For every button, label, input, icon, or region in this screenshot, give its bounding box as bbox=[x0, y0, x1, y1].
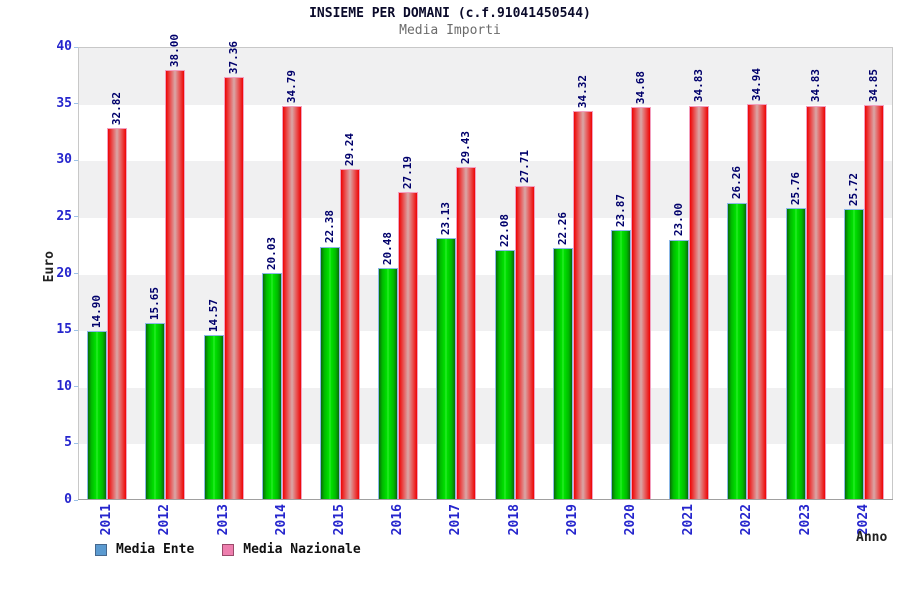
y-tick-label: 10 bbox=[56, 378, 72, 394]
x-tick-label: 2023 bbox=[797, 504, 813, 536]
x-tick-label: 2013 bbox=[215, 504, 231, 536]
grid-band bbox=[79, 331, 892, 388]
x-axis-line bbox=[78, 499, 893, 500]
legend-swatch-media-ente-icon bbox=[95, 543, 107, 556]
y-tick-label: 40 bbox=[56, 39, 72, 54]
x-tick-label: 2016 bbox=[390, 504, 406, 536]
x-tick-label: 2014 bbox=[273, 504, 289, 536]
legend-swatch-media-nazionale-icon bbox=[222, 543, 235, 556]
x-tick-label: 2021 bbox=[681, 504, 697, 536]
legend-label-media-nazionale: Media Nazionale bbox=[243, 542, 361, 557]
legend: Media Ente Media Nazionale bbox=[95, 542, 361, 557]
y-tick-label: 0 bbox=[64, 492, 72, 507]
grid-band bbox=[79, 274, 892, 332]
x-axis-title: Anno bbox=[856, 530, 888, 545]
x-tick-label: 2017 bbox=[448, 504, 464, 536]
grid-band bbox=[79, 48, 892, 105]
grid-band bbox=[79, 105, 892, 162]
chart-subtitle: Media Importi bbox=[399, 23, 501, 38]
x-tick-label: 2018 bbox=[506, 504, 522, 536]
y-tick-label: 5 bbox=[64, 435, 72, 451]
y-tick-label: 30 bbox=[56, 152, 72, 168]
x-tick-label: 2012 bbox=[157, 504, 173, 536]
y-tick-label: 35 bbox=[56, 95, 72, 111]
legend-label-media-ente: Media Ente bbox=[116, 542, 195, 557]
grid-band bbox=[79, 387, 892, 445]
x-tick-label: 2022 bbox=[739, 504, 755, 536]
grid-band bbox=[79, 444, 892, 501]
x-tick-label: 2020 bbox=[623, 504, 639, 536]
y-tick-label: 25 bbox=[56, 208, 72, 224]
chart-title: INSIEME PER DOMANI (c.f.91041450544) bbox=[309, 6, 591, 21]
grid-band bbox=[79, 161, 892, 218]
x-tick-label: 2011 bbox=[99, 504, 115, 536]
x-tick-label: 2015 bbox=[331, 504, 347, 536]
plot-area bbox=[78, 47, 893, 500]
y-axis-title: Euro bbox=[42, 251, 57, 283]
x-tick-label: 2019 bbox=[564, 504, 580, 536]
grid-band bbox=[79, 218, 892, 275]
y-tick-label: 15 bbox=[56, 322, 72, 338]
